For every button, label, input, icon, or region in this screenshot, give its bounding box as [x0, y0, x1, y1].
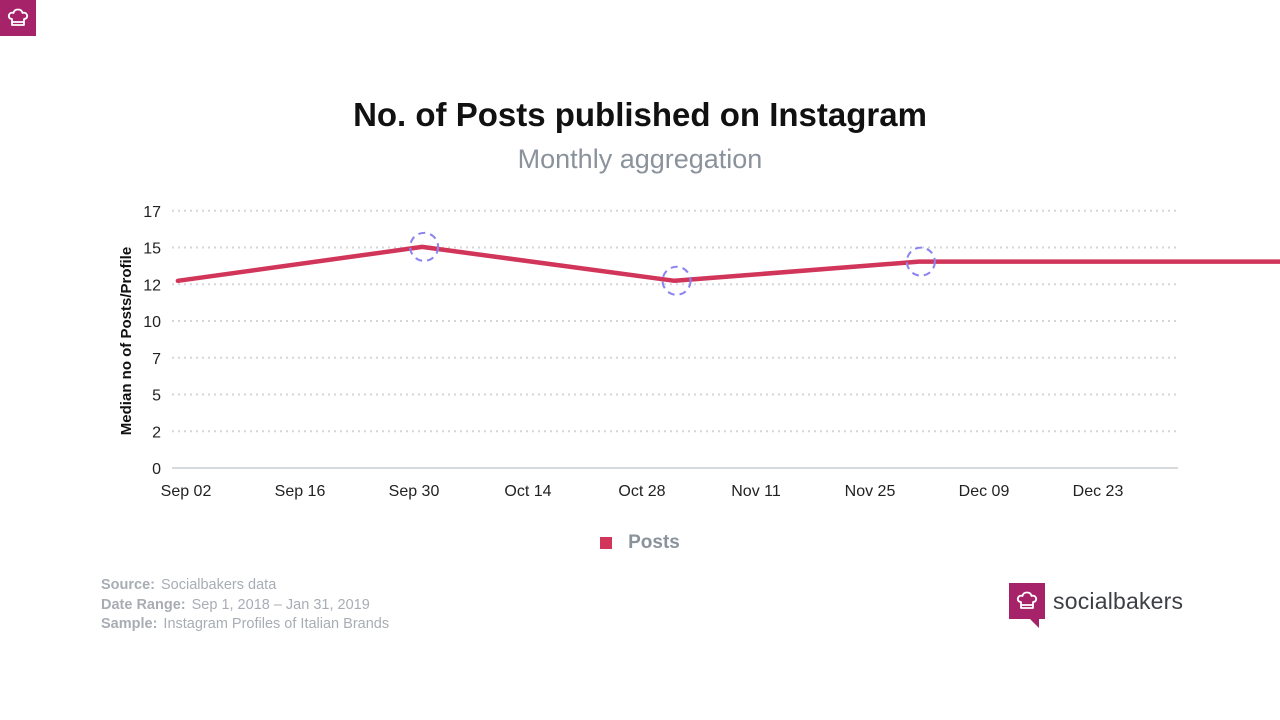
- footer-sample: Sample: Instagram Profiles of Italian Bra…: [101, 615, 389, 635]
- y-tick-label: 2: [152, 424, 161, 441]
- series-layer: [175, 231, 1280, 296]
- chef-hat-icon: [1016, 591, 1038, 609]
- x-axis-ticks: Sep 02 Sep 16 Sep 30 Oct 14 Oct 28 Nov 11 Nov …: [161, 483, 1124, 500]
- grid-lines: [172, 209, 1178, 469]
- data-point-marker: [905, 246, 936, 277]
- brand-mark: [1009, 583, 1045, 628]
- legend: Posts: [0, 532, 1280, 554]
- footer-sample-value: Instagram Profiles of Italian Brands: [163, 616, 390, 632]
- y-tick-label: 0: [152, 461, 161, 478]
- data-point-marker: [661, 265, 692, 296]
- chef-hat-icon: [7, 8, 29, 26]
- footer-sample-label: Sample:: [101, 616, 158, 632]
- y-tick-label: 5: [152, 388, 161, 405]
- footer-date-range: Date Range: Sep 1, 2018 – Jan 31, 2019: [101, 596, 389, 616]
- y-axis-label: Median no of Posts/Profile: [118, 247, 135, 435]
- corner-logo: [0, 0, 36, 36]
- data-point-marker: [409, 231, 440, 262]
- x-tick-label: Nov 11: [731, 483, 781, 500]
- footer-date-value: Sep 1, 2018 – Jan 31, 2019: [191, 596, 370, 613]
- series-line-posts: [175, 244, 1280, 284]
- y-tick-label: 7: [152, 351, 161, 368]
- y-tick-label: 15: [143, 241, 161, 258]
- x-tick-label: Dec 23: [1073, 483, 1124, 500]
- chart-footer: Source: Socialbakers data Date Range: Sep …: [101, 576, 389, 635]
- x-tick-label: Sep 02: [161, 483, 212, 500]
- footer-source-label: Source:: [101, 577, 155, 593]
- y-axis-ticks: 0 2 5 7 10 12 15 17: [143, 204, 161, 478]
- footer-source-value: Socialbakers data: [161, 577, 277, 593]
- chart-title: No. of Posts published on Instagram: [353, 96, 927, 133]
- legend-label-posts: Posts: [628, 532, 680, 553]
- brand-name: socialbakers: [1053, 587, 1184, 614]
- footer-date-label: Date Range:: [101, 596, 186, 613]
- x-tick-label: Nov 25: [845, 483, 896, 500]
- x-tick-label: Sep 30: [389, 483, 440, 500]
- line-chart: 0 2 5 7 10 12 15 17 Sep 02 Sep 16 Sep 30 Oct 14 Oct…: [118, 204, 1280, 500]
- footer-source: Source: Socialbakers data: [101, 576, 389, 596]
- chart-subtitle: Monthly aggregation: [517, 144, 763, 174]
- y-tick-label: 17: [143, 204, 161, 221]
- x-tick-label: Oct 14: [504, 483, 551, 500]
- y-tick-label: 12: [143, 277, 161, 294]
- x-tick-label: Oct 28: [618, 483, 665, 500]
- x-tick-label: Sep 16: [275, 483, 326, 500]
- y-tick-label: 10: [143, 314, 161, 331]
- legend-swatch-posts: [600, 537, 613, 549]
- x-tick-label: Dec 09: [959, 483, 1010, 500]
- brand-logo: socialbakers: [1009, 583, 1184, 628]
